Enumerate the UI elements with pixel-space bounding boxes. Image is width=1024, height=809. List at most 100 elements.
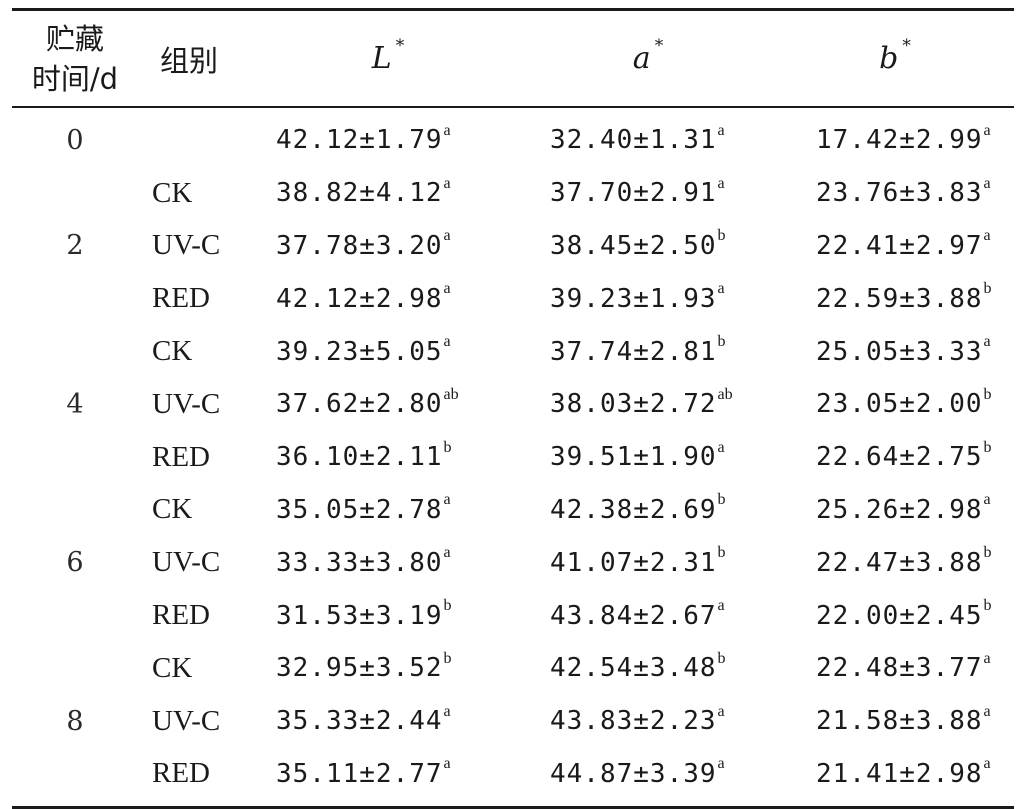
cell-a-mean-sd: 38.45±2.50 [550, 230, 717, 261]
cell-L-significance-letter: b [443, 649, 452, 667]
color-parameter-table: 贮藏 时间/d 组别 L * a * b * 0 42.12±1.79a 32.40±1.… [12, 8, 1014, 809]
cell-L-value: 38.82±4.12a [256, 167, 520, 220]
cell-L-mean-sd: 35.05±2.78 [276, 494, 443, 525]
cell-a-value: 32.40±1.31a [520, 108, 776, 167]
table-header: 贮藏 时间/d 组别 L * a * b * [12, 11, 1014, 106]
cell-a-mean-sd: 43.83±2.23 [550, 706, 717, 737]
header-L-star: L * [256, 11, 520, 106]
cell-b-significance-letter: a [983, 174, 991, 192]
cell-a-value: 37.70±2.91a [520, 167, 776, 220]
cell-a-significance-letter: a [717, 596, 725, 614]
table-row: 4 UV-C 37.62±2.80ab 38.03±2.72ab 23.05±2.00b [12, 378, 1014, 431]
data-table-body: 0 42.12±1.79a 32.40±1.31a 17.42±2.99a CK 38.8… [12, 108, 1014, 800]
cell-storage-time [12, 167, 138, 220]
header-L-symbol: L [371, 41, 392, 76]
cell-L-value: 35.11±2.77a [256, 748, 520, 801]
cell-L-significance-letter: b [443, 438, 452, 456]
cell-b-value: 22.00±2.45b [776, 589, 1014, 642]
cell-a-value: 37.74±2.81b [520, 325, 776, 378]
cell-b-mean-sd: 25.05±3.33 [816, 336, 983, 367]
cell-a-value: 38.03±2.72ab [520, 378, 776, 431]
table-row: 6 UV-C 33.33±3.80a 41.07±2.31 b 22.47±3.88b [12, 536, 1014, 589]
cell-b-significance-letter: a [983, 227, 991, 245]
cell-b-value: 17.42±2.99a [776, 108, 1014, 167]
cell-b-significance-letter: b [983, 280, 992, 298]
cell-L-mean-sd: 36.10±2.11 [276, 442, 443, 473]
cell-storage-time [12, 272, 138, 325]
cell-b-mean-sd: 21.41±2.98 [816, 758, 983, 789]
cell-b-value: 25.05±3.33a [776, 325, 1014, 378]
cell-a-mean-sd: 42.54±3.48 [550, 653, 717, 684]
cell-group [138, 108, 256, 167]
cell-L-significance-letter: a [443, 755, 451, 773]
cell-a-value: 39.51±1.90a [520, 431, 776, 484]
cell-b-value: 22.64±2.75b [776, 431, 1014, 484]
cell-L-value: 32.95±3.52b [256, 642, 520, 695]
cell-group: UV-C [152, 546, 221, 579]
table-row: RED 42.12±2.98a 39.23±1.93a 22.59±3.88b [12, 272, 1014, 325]
cell-a-value: 38.45±2.50b [520, 220, 776, 273]
cell-L-mean-sd: 31.53±3.19 [276, 600, 443, 631]
cell-L-mean-sd: 33.33±3.80 [276, 547, 443, 578]
cell-a-significance-letter: a [717, 121, 725, 139]
cell-L-value: 39.23±5.05a [256, 325, 520, 378]
cell-group: RED [152, 599, 210, 632]
cell-L-mean-sd: 32.95±3.52 [276, 653, 443, 684]
cell-a-mean-sd: 44.87±3.39 [550, 758, 717, 789]
cell-group: UV-C [152, 704, 221, 737]
cell-b-significance-letter: b [983, 596, 992, 614]
cell-L-value: 35.33±2.44a [256, 695, 520, 748]
cell-b-mean-sd: 22.59±3.88 [816, 283, 983, 314]
cell-b-mean-sd: 22.00±2.45 [816, 600, 983, 631]
cell-b-significance-letter: a [983, 702, 991, 720]
header-b-star: b * [776, 11, 1014, 106]
cell-L-significance-letter: a [443, 174, 451, 192]
cell-b-value: 22.48±3.77a [776, 642, 1014, 695]
table-row: RED 31.53±3.19b 43.84±2.67a 22.00±2.45b [12, 589, 1014, 642]
header-b-star-mark: * [902, 36, 911, 56]
cell-b-mean-sd: 21.58±3.88 [816, 706, 983, 737]
cell-L-significance-letter: ab [443, 385, 459, 403]
cell-L-value: 33.33±3.80a [256, 536, 520, 589]
cell-group: UV-C [152, 229, 221, 262]
cell-a-mean-sd: 32.40±1.31 [550, 125, 717, 156]
cell-storage-time [12, 589, 138, 642]
cell-storage-time: 6 [66, 547, 84, 579]
cell-a-significance-letter: a [717, 280, 725, 298]
cell-storage-time [12, 325, 138, 378]
cell-b-significance-letter: b [983, 544, 992, 562]
table-body: 0 42.12±1.79a 32.40±1.31a 17.42±2.99a CK 38.8… [12, 108, 1014, 800]
cell-storage-time: 2 [66, 230, 84, 262]
cell-storage-time: 0 [66, 124, 84, 156]
cell-storage-time [12, 484, 138, 537]
cell-storage-time: 4 [66, 388, 84, 420]
cell-L-mean-sd: 35.33±2.44 [276, 706, 443, 737]
cell-a-value: 42.54±3.48b [520, 642, 776, 695]
cell-L-value: 42.12±2.98a [256, 272, 520, 325]
cell-L-significance-letter: a [443, 227, 451, 245]
cell-a-mean-sd: 37.70±2.91 [550, 178, 717, 209]
cell-b-value: 22.47±3.88b [776, 536, 1014, 589]
cell-L-mean-sd: 35.11±2.77 [276, 758, 443, 789]
header-L-star-mark: * [395, 36, 405, 56]
cell-a-mean-sd: 43.84±2.67 [550, 600, 717, 631]
table-header-rule [12, 106, 1014, 108]
table-row: RED 35.11±2.77a 44.87±3.39a 21.41±2.98a [12, 748, 1014, 801]
cell-b-mean-sd: 22.64±2.75 [816, 442, 983, 473]
cell-L-value: 31.53±3.19b [256, 589, 520, 642]
cell-a-mean-sd: 39.23±1.93 [550, 283, 717, 314]
cell-L-mean-sd: 38.82±4.12 [276, 178, 443, 209]
table-row: CK 38.82±4.12a 37.70±2.91a 23.76±3.83a [12, 167, 1014, 220]
cell-storage-time [12, 431, 138, 484]
cell-a-significance-letter: b [717, 491, 726, 509]
cell-a-significance-letter: ab [717, 385, 733, 403]
cell-b-significance-letter: a [983, 491, 991, 509]
cell-b-significance-letter: a [983, 332, 991, 350]
cell-b-value: 21.41±2.98a [776, 748, 1014, 801]
cell-a-mean-sd: 37.74±2.81 [550, 336, 717, 367]
cell-a-value: 42.38±2.69b [520, 484, 776, 537]
table-row: 0 42.12±1.79a 32.40±1.31a 17.42±2.99a [12, 108, 1014, 167]
cell-a-mean-sd: 41.07±2.31 [550, 547, 717, 578]
cell-b-value: 22.59±3.88b [776, 272, 1014, 325]
header-a-star: a * [520, 11, 776, 106]
